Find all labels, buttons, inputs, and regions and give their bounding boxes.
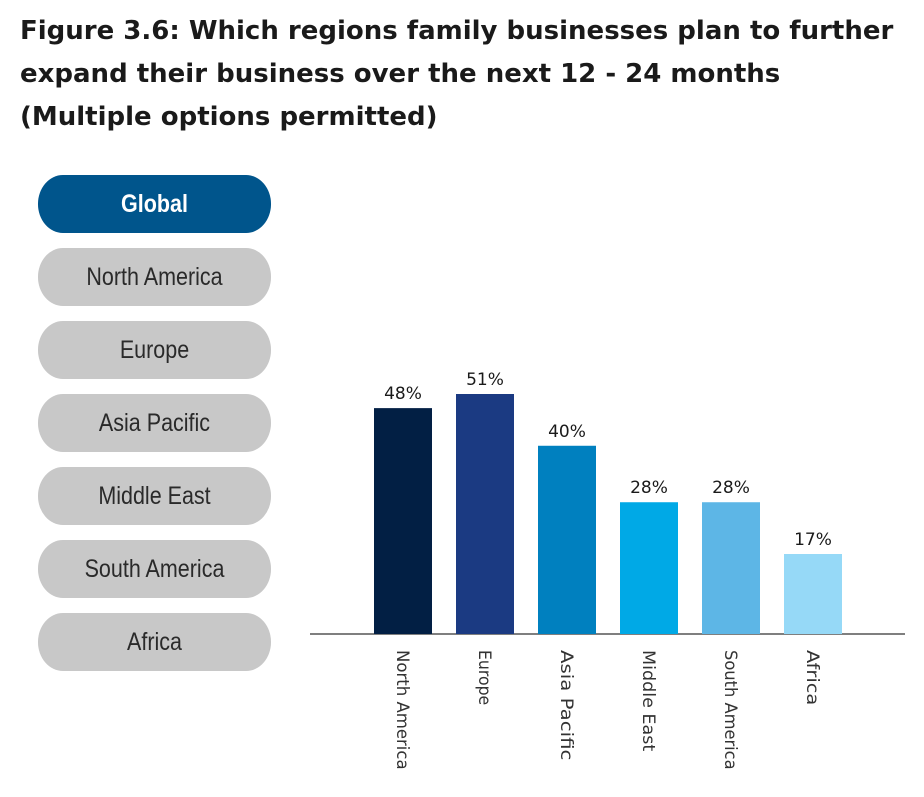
filter-north-america-button[interactable]: North America [37, 248, 272, 306]
filter-label: North America [86, 262, 223, 291]
x-tick-label: Africa [802, 650, 822, 705]
filter-south-america-button[interactable]: South America [37, 540, 272, 598]
x-tick-label: South America [720, 650, 740, 770]
figure-label: Figure 3.6: [20, 16, 180, 46]
filter-label: Europe [119, 335, 190, 364]
x-tick-label: Europe [474, 650, 494, 705]
filter-label: South America [84, 554, 225, 583]
filter-asia-pacific-button[interactable]: Asia Pacific [37, 394, 272, 452]
bar-chart: 48% North America 51% Europe 40% Asia Pacific… [310, 370, 905, 770]
filter-middle-east-button[interactable]: Middle East [37, 467, 272, 525]
data-label: 40% [548, 422, 586, 442]
bar-asia-pacific [538, 445, 596, 634]
bar-south-america [702, 502, 760, 634]
region-filter-list: Global North America Europe Asia Pacific… [19, 175, 290, 686]
filter-africa-button[interactable]: Africa [37, 613, 272, 671]
filter-global-button[interactable]: Global [37, 175, 272, 233]
data-label: 51% [466, 370, 504, 390]
chart-title: Figure 3.6: Which regions family busines… [20, 10, 910, 139]
bar-africa [784, 554, 842, 634]
filter-label: Global [121, 189, 188, 218]
bar-europe [456, 394, 514, 634]
bar-middle-east [620, 502, 678, 634]
bar-north-america [374, 408, 432, 634]
x-tick-label: Middle East [638, 650, 658, 752]
data-label: 17% [794, 530, 832, 550]
x-tick-label: Asia Pacific [556, 650, 576, 760]
data-label: 48% [384, 384, 422, 404]
filter-label: Africa [127, 627, 182, 656]
filter-label: Asia Pacific [98, 408, 211, 437]
title-text: Which regions family businesses plan to … [20, 16, 894, 132]
data-label: 28% [630, 478, 668, 498]
filter-europe-button[interactable]: Europe [37, 321, 272, 379]
filter-label: Middle East [98, 481, 211, 510]
x-tick-label: North America [392, 650, 412, 770]
data-label: 28% [712, 478, 750, 498]
